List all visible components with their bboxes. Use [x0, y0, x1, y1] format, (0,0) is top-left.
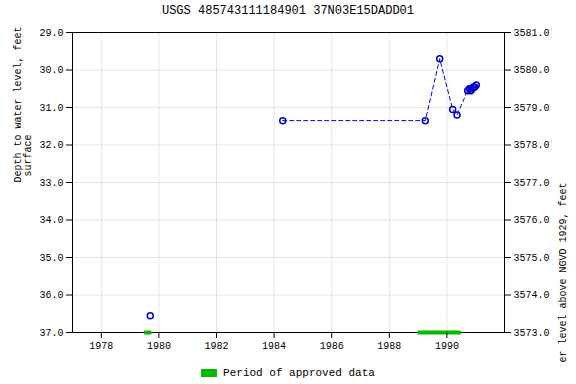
svg-text:Groundwater level above NGVD 1: Groundwater level above NGVD 1929, feet: [558, 183, 569, 363]
svg-text:1988: 1988: [377, 341, 401, 352]
svg-text:32.0: 32.0: [39, 140, 63, 151]
svg-text:Depth to water level, feet bel: Depth to water level, feet below land su…: [13, 22, 34, 183]
svg-text:1982: 1982: [204, 341, 228, 352]
svg-text:37.0: 37.0: [39, 328, 63, 339]
svg-text:1978: 1978: [89, 341, 113, 352]
svg-text:3574.0: 3574.0: [514, 290, 550, 301]
svg-text:3578.0: 3578.0: [514, 140, 550, 151]
svg-text:1986: 1986: [320, 341, 344, 352]
svg-text:1984: 1984: [262, 341, 286, 352]
svg-text:29.0: 29.0: [39, 28, 63, 39]
svg-text:1990: 1990: [435, 341, 459, 352]
svg-text:3573.0: 3573.0: [514, 328, 550, 339]
html-text:Period of approved data: Period of approved data: [223, 367, 375, 379]
svg-text:3577.0: 3577.0: [514, 178, 550, 189]
svg-text:35.0: 35.0: [39, 253, 63, 264]
svg-text:3576.0: 3576.0: [514, 215, 550, 226]
svg-text:1980: 1980: [147, 341, 171, 352]
svg-text:33.0: 33.0: [39, 178, 63, 189]
svg-text:3579.0: 3579.0: [514, 103, 550, 114]
svg-text:3581.0: 3581.0: [514, 28, 550, 39]
svg-text:30.0: 30.0: [39, 65, 63, 76]
svg-text:31.0: 31.0: [39, 103, 63, 114]
svg-text:3575.0: 3575.0: [514, 253, 550, 264]
svg-text:36.0: 36.0: [39, 290, 63, 301]
svg-text:34.0: 34.0: [39, 215, 63, 226]
html-text:USGS 485743111184901 37N03E15D: USGS 485743111184901 37N03E15DADD01: [162, 4, 414, 18]
svg-text:3580.0: 3580.0: [514, 65, 550, 76]
